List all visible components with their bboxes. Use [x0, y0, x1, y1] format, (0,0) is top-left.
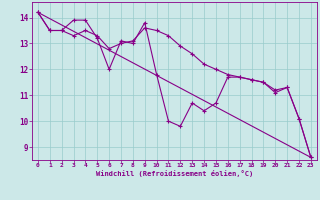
X-axis label: Windchill (Refroidissement éolien,°C): Windchill (Refroidissement éolien,°C)	[96, 170, 253, 177]
